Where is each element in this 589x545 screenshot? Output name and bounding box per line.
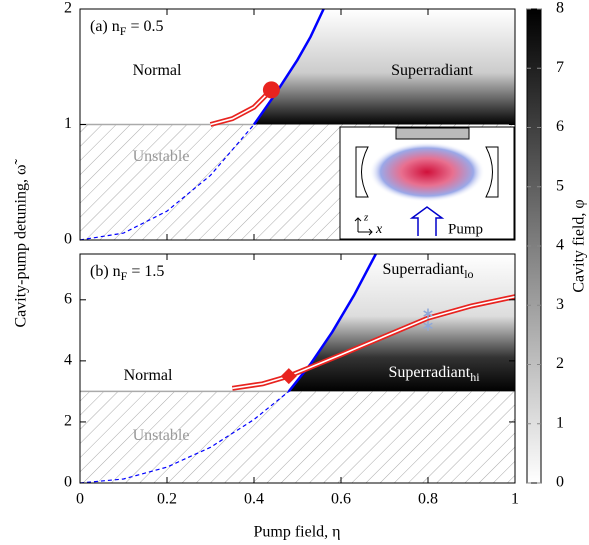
panel-label-text: (a) n	[90, 18, 120, 35]
colorbar-tick-label: 2	[556, 355, 564, 372]
inset-mirror	[355, 146, 369, 198]
region-superradiant-lo: Superradiantlo	[382, 261, 473, 281]
x-tick-label: 1	[511, 491, 519, 508]
inset-x-label: x	[375, 222, 383, 237]
region-superradiant-lo-sub: lo	[464, 267, 473, 281]
superradiant-shading	[288, 254, 515, 392]
boundary-solid	[252, 8, 325, 126]
star-stroke	[423, 310, 433, 317]
boundary-dashed	[79, 390, 290, 484]
region-normal: Normal	[133, 62, 182, 79]
inset-atoms	[369, 142, 485, 202]
region-normal-text: Normal	[133, 62, 182, 79]
colorbar-label: Cavity field, φ	[571, 199, 588, 292]
inset-axes	[354, 217, 373, 236]
colorbar-tick-label: 7	[556, 59, 564, 76]
panel-label-rest: = 0.5	[126, 18, 163, 35]
unstable-region	[80, 391, 515, 483]
plot-frame	[79, 253, 516, 484]
region-superradiant-hi-sub: hi	[470, 370, 480, 384]
region-unstable-text: Unstable	[133, 427, 190, 444]
y-tick-label: 2	[64, 413, 72, 430]
colorbar-tick-label: 8	[556, 0, 564, 17]
region-superradiant-lo-text: Superradiant	[382, 261, 464, 278]
y-tick-label: 1	[64, 115, 72, 132]
inset-atom-trap	[395, 127, 470, 140]
region-normal: Normal	[124, 367, 173, 384]
y-tick-label: 0	[64, 231, 72, 248]
panel-label-rest: = 1.5	[127, 263, 164, 280]
inset-mirror	[485, 146, 499, 198]
colorbar-tick-label: 4	[556, 237, 564, 254]
region-superradiant-hi-text: Superradiant	[388, 364, 470, 381]
x-tick-label: 0.8	[418, 491, 438, 508]
inset-z-label: z	[363, 212, 369, 224]
y-tick-label: 0	[64, 474, 72, 491]
colorbar-tick-label: 1	[556, 414, 564, 431]
panel-label-sub: F	[120, 24, 127, 38]
stability-curve-core	[210, 89, 272, 126]
y-tick-label: 4	[64, 352, 72, 369]
colorbar-tick-label: 0	[556, 474, 564, 491]
y-tick-label: 6	[64, 290, 72, 307]
colorbar-tick-label: 6	[556, 118, 564, 135]
star-stroke	[423, 322, 433, 329]
region-superradiant-text: Superradiant	[391, 62, 473, 79]
marker	[262, 81, 280, 99]
x-tick-label: 0.4	[244, 491, 264, 508]
region-unstable-text: Unstable	[133, 148, 190, 165]
inset: z x Pump	[339, 126, 515, 240]
stability-curve-core	[232, 295, 516, 390]
y-axis-label: Cavity-pump detuning, ω̃	[13, 159, 30, 328]
x-tick-label: 0.6	[331, 491, 351, 508]
boundary-solid	[287, 253, 377, 393]
panel-label-sub: F	[121, 269, 128, 283]
panel-label: (b) nF = 1.5	[90, 263, 164, 283]
region-superradiant: Superradiant	[391, 62, 473, 79]
panel-label-text: (b) n	[90, 263, 121, 280]
x-axis-label: Pump field, η	[253, 524, 340, 541]
region-normal-text: Normal	[124, 367, 173, 384]
superradiant-shading	[254, 9, 515, 125]
region-unstable: Unstable	[133, 427, 190, 444]
inset-pump-arrow	[409, 206, 445, 236]
region-unstable: Unstable	[133, 148, 190, 165]
boundary-dashed	[79, 124, 255, 241]
marker	[280, 368, 297, 385]
region-superradiant-hi: Superradianthi	[388, 364, 480, 384]
inset-pump-label: Pump	[448, 221, 483, 237]
colorbar-tick-label: 5	[556, 177, 564, 194]
x-tick-label: 0	[76, 491, 84, 508]
star	[423, 308, 433, 319]
colorbar-tick-label: 3	[556, 296, 564, 313]
x-tick-label: 0.2	[157, 491, 177, 508]
star	[423, 320, 433, 331]
panel-label: (a) nF = 0.5	[90, 18, 163, 38]
y-tick-label: 2	[64, 0, 72, 17]
